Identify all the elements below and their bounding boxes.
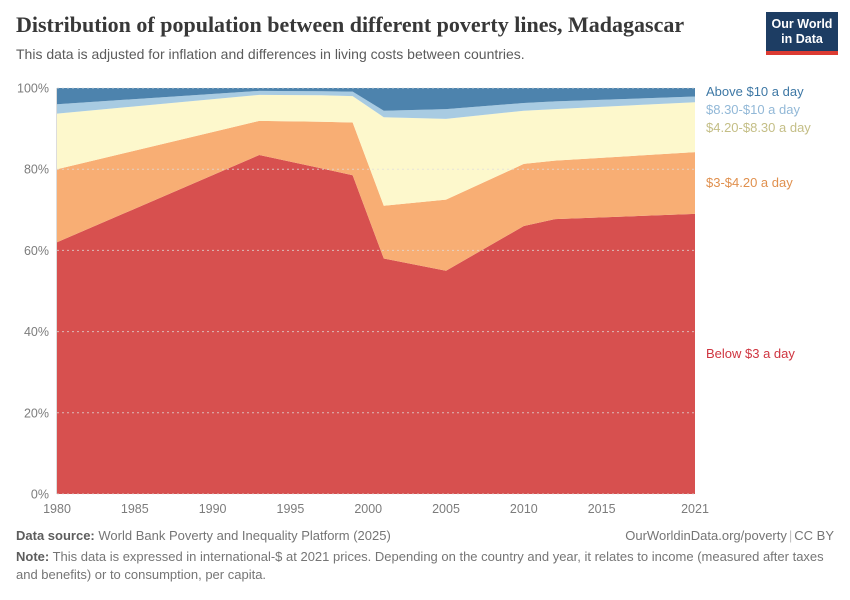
x-tick-label: 2010	[510, 502, 538, 516]
x-tick-label: 2021	[681, 502, 709, 516]
owid-url-link[interactable]: OurWorldinData.org/poverty	[625, 528, 787, 543]
owid-logo-line2: in Data	[781, 32, 823, 46]
y-tick-label: 100%	[17, 82, 49, 96]
area-4-20-8-30-a-day[interactable]	[57, 94, 695, 206]
stacked-area-chart[interactable]: 0% 20% 40% 60% 80% 100% 1980 1985 1990 1995 2000 20…	[0, 80, 850, 530]
legend-label-8-30-10-a-day[interactable]: $8.30-$10 a day	[706, 102, 800, 118]
x-tick-label: 1985	[121, 502, 149, 516]
data-source: Data source: World Bank Poverty and Ineq…	[16, 528, 391, 543]
license-label: CC BY	[794, 528, 834, 543]
credit: OurWorldinData.org/poverty | CC BY	[625, 528, 834, 543]
credit-separator: |	[788, 528, 793, 543]
data-source-label: Data source:	[16, 528, 95, 543]
legend-label-4-20-8-30-a-day[interactable]: $4.20-$8.30 a day	[706, 120, 811, 136]
plot-region: 0% 20% 40% 60% 80% 100% 1980 1985 1990 1995 2000 20…	[0, 80, 850, 530]
footnote-text: This data is expressed in international-…	[16, 549, 824, 583]
area-below-3-a-day[interactable]	[57, 154, 695, 494]
owid-logo-line1: Our World	[771, 17, 833, 31]
x-tick-label: 2005	[432, 502, 460, 516]
y-tick-label: 40%	[24, 325, 49, 339]
x-tick-label: 1980	[43, 502, 71, 516]
legend: Above $10 a day $8.30-$10 a day $4.20-$8.3…	[0, 80, 850, 530]
x-tick-label: 2015	[588, 502, 616, 516]
footnote: Note: This data is expressed in internat…	[16, 548, 828, 585]
y-tick-label: 80%	[24, 163, 49, 177]
x-tick-label: 2000	[354, 502, 382, 516]
source-row: Data source: World Bank Poverty and Ineq…	[16, 528, 834, 543]
footnote-label: Note:	[16, 549, 50, 564]
legend-label-3-4-20-a-day[interactable]: $3-$4.20 a day	[706, 175, 793, 190]
area-3-4-20-a-day[interactable]	[57, 120, 695, 271]
y-tick-label: 20%	[24, 406, 49, 420]
x-tick-label: 1995	[277, 502, 305, 516]
owid-logo: Our World in Data	[766, 12, 838, 55]
chart-title: Distribution of population between diffe…	[16, 12, 685, 37]
area-8-30-10-a-day[interactable]	[57, 90, 695, 119]
chart-header: Distribution of population between diffe…	[16, 12, 838, 62]
area-above-10-a-day[interactable]	[57, 88, 695, 111]
data-source-text: World Bank Poverty and Inequality Platfo…	[98, 528, 391, 543]
legend-label-above-10-a-day[interactable]: Above $10 a day	[706, 84, 804, 100]
chart-footer: Data source: World Bank Poverty and Ineq…	[16, 528, 834, 585]
x-tick-label: 1990	[199, 502, 227, 516]
legend-label-below-3-a-day[interactable]: Below $3 a day	[706, 345, 795, 361]
chart-subtitle: This data is adjusted for inflation and …	[16, 46, 525, 63]
y-tick-label: 60%	[24, 244, 49, 258]
y-tick-label: 0%	[31, 488, 49, 502]
